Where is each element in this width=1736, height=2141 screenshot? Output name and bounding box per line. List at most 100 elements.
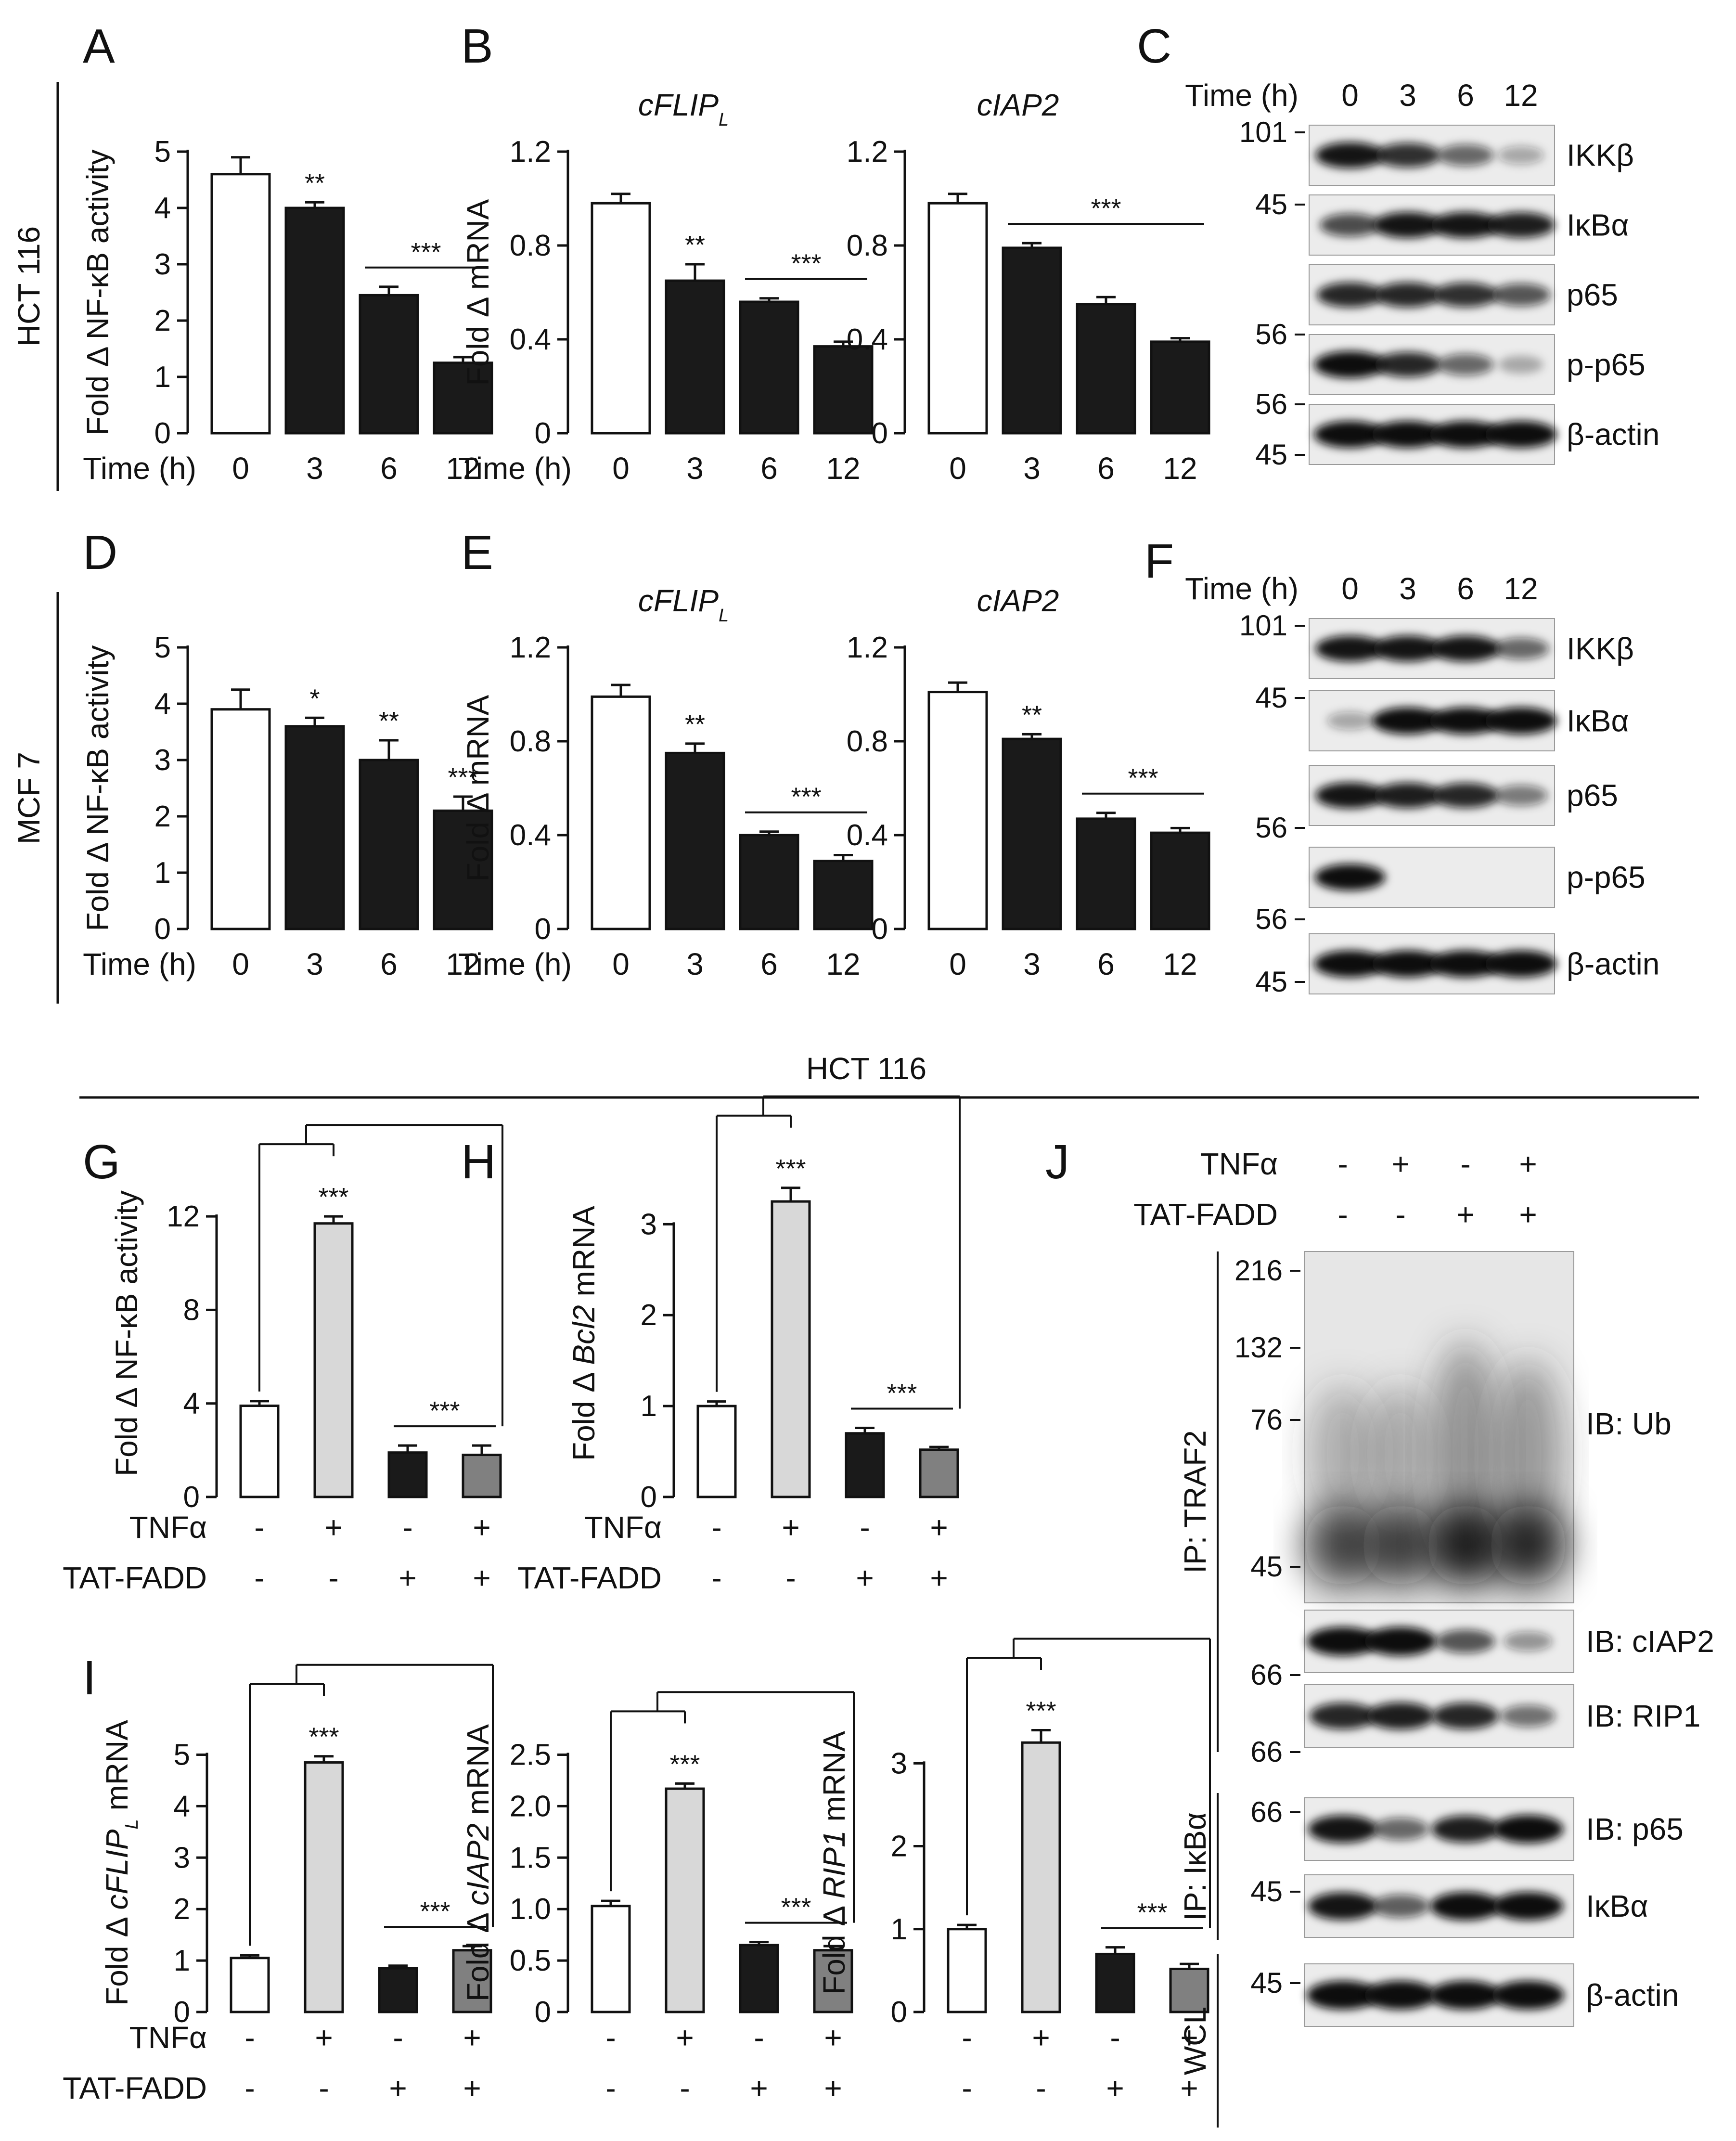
comparison-bracket <box>249 1664 494 1946</box>
tat-row-label: TAT-FADD <box>1133 1197 1278 1232</box>
x-tick-label: 0 <box>612 947 630 981</box>
x-tick-label: 12 <box>826 947 860 981</box>
blot-f: Time (h) 0 3 6 12 IKKβ 101 IκBα 45 p65 56 p-p65 56 β-… <box>1185 571 1659 998</box>
blot-band <box>1317 282 1383 308</box>
y-tick-label: 0 <box>174 1996 190 2029</box>
mw-marker: 132 <box>1234 1331 1283 1364</box>
blot-protein-label: IKKβ <box>1567 138 1634 173</box>
blot-band <box>1372 1895 1429 1918</box>
y-tick-label: 1 <box>641 1390 657 1423</box>
tnf-row-label: TNFα <box>584 1510 662 1545</box>
chart-title: cIAP2 <box>977 88 1059 122</box>
bar-d-2 <box>359 759 419 930</box>
tat-sign: + <box>1456 1197 1474 1232</box>
blot-band <box>1432 783 1499 808</box>
tat-sign: + <box>399 1561 416 1595</box>
blot-band <box>1436 1629 1495 1653</box>
blot-band <box>1492 1981 1564 2010</box>
tat-sign: - <box>319 2071 329 2105</box>
tnf-row-label: TNFα <box>1200 1147 1278 1181</box>
x-tick-label: 0 <box>612 451 630 486</box>
y-tick-label: 1 <box>174 1944 190 1977</box>
bar-h-1 <box>771 1200 811 1498</box>
significance-stars: * <box>309 684 320 713</box>
mw-marker: 56 <box>1255 812 1287 844</box>
blot-band <box>1492 638 1549 659</box>
bar-i2-0 <box>591 1905 631 2013</box>
blot-band <box>1373 635 1442 662</box>
blot-lane-label: 0 <box>1341 571 1359 606</box>
y-tick-label: 1.2 <box>510 631 551 664</box>
bar-a-1 <box>284 206 345 435</box>
significance-stars: ** <box>1022 700 1042 729</box>
y-tick-label: 0 <box>535 913 551 946</box>
blot-band <box>1364 1981 1437 2010</box>
blot-protein-label: IκBα <box>1567 704 1629 738</box>
y-tick-label: 1 <box>154 361 171 394</box>
blot-protein-label: β-actin <box>1567 947 1659 981</box>
x-tick-label: 12 <box>1163 947 1197 981</box>
bar-e1-0 <box>591 695 651 930</box>
tnf-sign: - <box>754 2020 764 2055</box>
tnf-sign: + <box>1519 1147 1537 1181</box>
chart-title: cFLIPL <box>638 88 729 130</box>
y-tick-label: 5 <box>154 135 171 168</box>
blot-band <box>1429 950 1502 978</box>
tnf-row-label: TNFα <box>129 2020 207 2055</box>
panel-letter-j: J <box>1045 1135 1069 1189</box>
y-axis-label: Fold Δ Bcl2 mRNA <box>566 1206 601 1461</box>
tnf-sign: + <box>824 2020 842 2055</box>
y-axis-label: Fold Δ mRNA <box>461 695 495 881</box>
bar-a-2 <box>359 294 419 435</box>
tat-sign: + <box>930 1561 948 1595</box>
mw-marker: 56 <box>1255 318 1287 350</box>
blot-band <box>1431 635 1500 662</box>
blot-protein-label: p-p65 <box>1567 348 1646 382</box>
blot-band <box>1307 1981 1379 2010</box>
panel-letter-d: D <box>83 526 117 580</box>
panel-letter-c: C <box>1137 19 1171 73</box>
y-tick-label: 4 <box>154 687 171 721</box>
chart-i-ciap2: 0 0.5 1.0 1.5 2.0 2.5 Fold Δ cIAP2 mRNA *** *** -… <box>461 1691 855 2105</box>
tnf-sign: + <box>1032 2020 1050 2055</box>
blot-band <box>1307 1627 1379 1656</box>
mw-marker: 45 <box>1255 188 1287 220</box>
y-tick-label: 0.4 <box>847 819 888 852</box>
significance-stars: ** <box>305 168 325 197</box>
blot-band <box>1310 1702 1376 1729</box>
blot-lane-label: 3 <box>1399 78 1416 113</box>
blot-band <box>1315 635 1385 662</box>
bar-i1-3 <box>452 1949 492 2013</box>
x-tick-label: 6 <box>1097 451 1115 486</box>
blot-band <box>1375 143 1440 168</box>
tat-sign: + <box>1106 2071 1124 2105</box>
x-tick-label: 12 <box>446 451 480 486</box>
bar-b2-0 <box>927 202 988 435</box>
bar-i2-2 <box>739 1944 779 2013</box>
tat-sign: + <box>824 2071 842 2105</box>
mw-marker: 76 <box>1250 1404 1283 1436</box>
blot-protein-label: p-p65 <box>1567 860 1646 895</box>
significance-stars: *** <box>781 1893 811 1922</box>
panel-letter-g: G <box>83 1135 120 1189</box>
tat-sign: + <box>1180 2071 1198 2105</box>
bar-b1-1 <box>665 279 725 435</box>
bar-i2-3 <box>813 1949 853 2013</box>
blot-protein-label: IκBα <box>1567 208 1629 243</box>
panel-letter-b: B <box>461 19 493 73</box>
blot-lane-label: 3 <box>1399 571 1416 606</box>
mw-marker: 66 <box>1250 1659 1283 1691</box>
tat-sign: - <box>1337 1197 1348 1232</box>
hct-row-label: HCT 116 <box>12 226 46 347</box>
mw-marker: 45 <box>1255 439 1287 471</box>
tat-sign: - <box>680 2071 690 2105</box>
bar-a-0 <box>210 173 271 435</box>
chart-h: 0 1 2 3 Fold Δ Bcl2 mRNA *** *** - - + - - + + + TNFα TA… <box>517 1095 961 1595</box>
blot-band <box>1487 212 1555 238</box>
tat-sign: - <box>1036 2071 1046 2105</box>
y-tick-label: 2 <box>154 800 171 833</box>
y-tick-label: 0.8 <box>847 229 888 262</box>
blot-protein-label: IB: Ub <box>1586 1406 1672 1441</box>
